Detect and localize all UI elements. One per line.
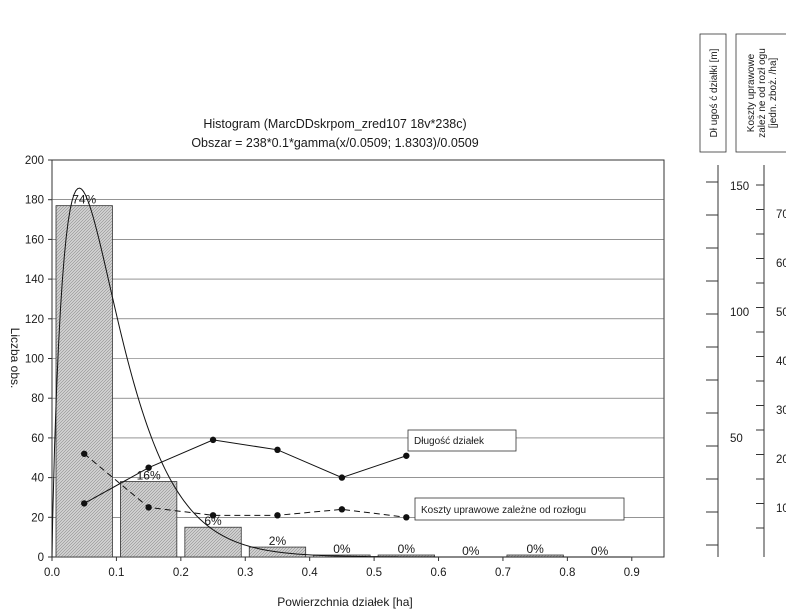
x-tick-label-3: 0.3 (237, 567, 253, 579)
side-axis-2-label-1: 60 (776, 258, 786, 270)
x-tick-label-7: 0.7 (495, 567, 511, 579)
side-axis-2-label-6: 10 (776, 503, 786, 515)
y-tick-label-4: 80 (31, 393, 44, 405)
x-tick-label-8: 0.8 (559, 567, 575, 579)
series-line-0 (83, 439, 407, 504)
y-tick-label-0: 0 (38, 552, 44, 564)
side-axis-length: Dł ugoś ć działki [m] 150 100 50 (699, 33, 749, 557)
y-tick-label-1: 20 (31, 512, 44, 524)
bar-label-4: 0% (333, 542, 351, 556)
bar-label-7: 0% (526, 542, 544, 556)
side-axis-2-label-5: 20 (776, 454, 786, 466)
y-tick-label-6: 120 (25, 314, 44, 326)
series-0-point-2 (209, 436, 217, 444)
x-tick-label-5: 0.5 (366, 567, 382, 579)
overlay-series (81, 436, 410, 521)
gamma-curve-path (51, 187, 631, 558)
series-0-point-5 (403, 452, 410, 459)
side-axis-length-scale: 150 100 50 (706, 165, 749, 557)
series-1-point-3 (274, 512, 281, 519)
side-axis-costs-scale: 70 60 50 40 30 20 10 (756, 165, 786, 557)
bar-2 (184, 526, 242, 558)
y-tick-label-2: 40 (31, 473, 44, 485)
series-0-point-4 (338, 474, 346, 481)
bar-1 (120, 481, 178, 558)
side-axis-2-label-3: 40 (776, 356, 786, 368)
side-axis-1-label-2: 50 (730, 433, 743, 445)
legend-length-text: Długość działek (414, 436, 485, 447)
side-axis-costs: Koszty uprawowe zależ ne od rozł ogu [je… (735, 33, 786, 557)
legend-costs: Koszty uprawowe zależne od rozłogu (414, 497, 625, 521)
histogram-bars (55, 205, 564, 558)
y-tick-label-7: 140 (25, 274, 44, 286)
side-axis-1-label-1: 100 (730, 307, 749, 319)
bar-label-0: 74% (72, 193, 96, 207)
legend-length-box (407, 429, 517, 452)
legend-costs-text: Koszty uprawowe zależne od rozłogu (421, 505, 586, 516)
x-tick-label-0: 0.0 (44, 567, 60, 579)
y-tick-label-3: 60 (31, 433, 44, 445)
series-line-1 (83, 453, 407, 518)
side-axis-1-label-0: 150 (730, 181, 749, 193)
side-axis-length-label: Dł ugoś ć działki [m] (709, 48, 720, 137)
series-1-point-0 (81, 450, 88, 457)
bar-label-8: 0% (591, 544, 609, 558)
y-axis-title: Liczba obs. (8, 328, 22, 389)
x-tick-label-1: 0.1 (108, 567, 124, 579)
chart-title: Histogram (MarcDDskrpom_zred107 18v*238c… (203, 117, 466, 131)
side-axis-costs-label-box (735, 33, 786, 153)
bar-percent-labels: 74% 16% 6% 2% 0% 0% 0% 0% 0% (72, 193, 608, 558)
gamma-fit-curve (51, 187, 631, 558)
side-axis-costs-label-line1: Koszty uprawowe (746, 53, 757, 132)
legend-length: Długość działek (407, 429, 517, 452)
series-0-point-3 (274, 446, 281, 454)
bar-0 (55, 205, 113, 558)
y-tick-label-8: 160 (25, 234, 44, 246)
x-tick-label-2: 0.2 (173, 567, 189, 579)
x-tick-label-9: 0.9 (624, 567, 640, 579)
series-1-point-1 (145, 504, 152, 511)
bar-label-5: 0% (398, 542, 416, 556)
x-tick-label-4: 0.4 (302, 567, 319, 579)
x-axis-title: Powierzchnia działek [ha] (277, 595, 412, 609)
series-1-point-4 (338, 506, 346, 513)
side-axis-2-label-4: 30 (776, 405, 786, 417)
bar-label-3: 2% (269, 534, 287, 548)
chart-subtitle: Obszar = 238*0.1*gamma(x/0.0509; 1.8303)… (191, 136, 478, 150)
bar-label-1: 16% (137, 469, 161, 483)
bar-label-6: 0% (462, 544, 480, 558)
series-1-point-5 (403, 514, 410, 521)
x-tick-label-6: 0.6 (431, 567, 447, 579)
series-0-point-0 (81, 500, 88, 507)
side-axis-2-label-0: 70 (776, 209, 786, 221)
side-axis-costs-label-line2: zależ ne od rozł ogu (757, 48, 768, 138)
side-axis-length-label-box (699, 33, 727, 153)
side-axis-costs-label-line3: [jedn. zboż. /ha] (768, 57, 779, 128)
y-tick-label-9: 180 (25, 195, 44, 207)
series-0-point-1 (145, 464, 152, 471)
axes: 0 20 40 60 80 100 120 140 160 180 200 0.0 0.1 0.2 0.3 0… (25, 155, 640, 579)
legend-costs-box (414, 497, 625, 521)
series-1-point-2 (209, 512, 217, 519)
y-tick-label-10: 200 (25, 155, 44, 167)
y-tick-label-5: 100 (25, 354, 44, 366)
bar-label-2: 6% (204, 514, 222, 528)
side-axis-2-label-2: 50 (776, 307, 786, 319)
